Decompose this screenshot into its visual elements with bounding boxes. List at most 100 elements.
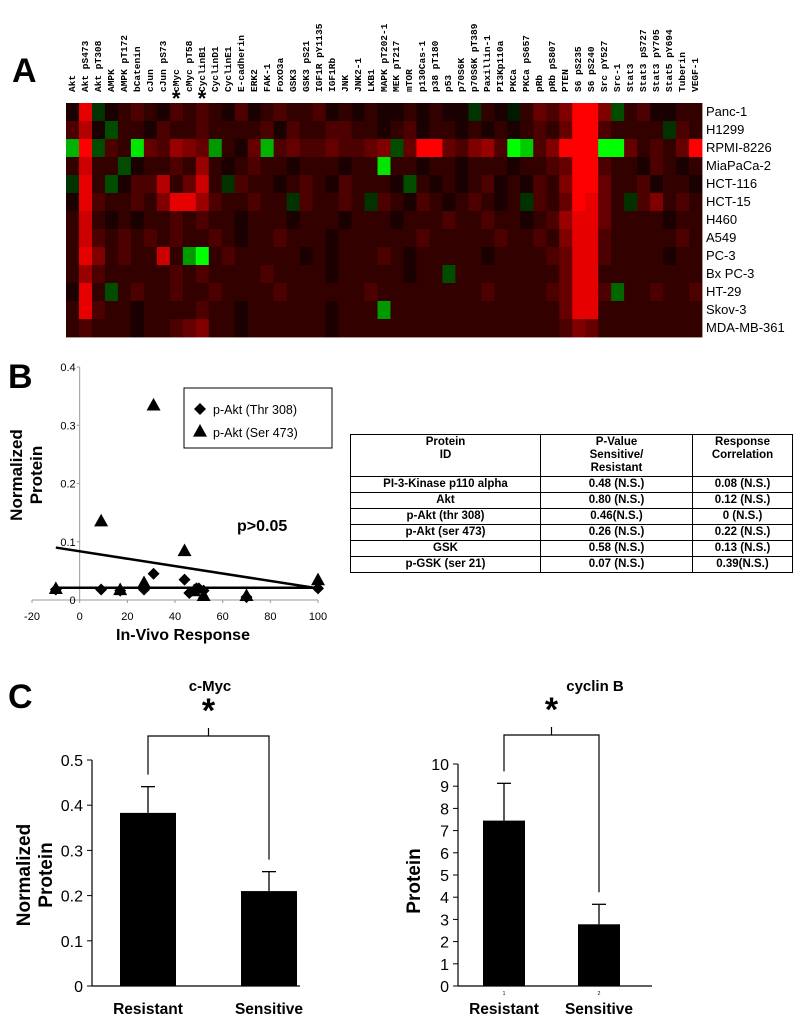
- heatmap-cell: [182, 301, 197, 320]
- heatmap-cell: [195, 103, 210, 122]
- heatmap-cell: [312, 247, 326, 266]
- cyclinb-bar-chart: cyclin B 0 1 2 3 4 5 6 7 8 9 10 NormalizedProtein Res…: [400, 678, 652, 1018]
- heatmap-cell: [572, 175, 586, 194]
- table-cell: 0.26 (N.S.): [540, 524, 693, 541]
- heatmap-cell: [312, 229, 326, 248]
- heatmap-cell: [611, 139, 625, 158]
- heatmap-cell: [182, 283, 197, 302]
- heatmap-cell: [429, 229, 443, 248]
- bar-sensitive: [578, 924, 620, 986]
- x-tick-label: -20: [24, 611, 40, 623]
- heatmap-cell: [338, 229, 352, 248]
- table-row: GSK 0.58 (N.S.) 0.13 (N.S.): [350, 540, 793, 557]
- heatmap-cell: [637, 193, 651, 212]
- heatmap-cell: [416, 175, 430, 194]
- category-label: Resistant: [469, 1001, 539, 1018]
- heatmap-cell: [286, 211, 301, 230]
- heatmap-cell: [66, 319, 80, 338]
- heatmap-cell: [377, 301, 391, 320]
- heatmap-cell: [403, 283, 417, 302]
- heatmap-cell: [338, 283, 352, 302]
- heatmap-cell: [325, 157, 339, 176]
- heatmap-cell: [221, 247, 236, 266]
- heatmap-cell: [637, 301, 651, 320]
- y-tick-label: 0: [74, 979, 83, 996]
- heatmap-cell: [533, 139, 547, 158]
- heatmap-cell: [390, 193, 404, 212]
- heatmap-cell: [481, 265, 495, 284]
- heatmap-cell: [650, 301, 664, 320]
- heatmap-cell: [156, 211, 171, 230]
- heatmap-cell: [494, 193, 508, 212]
- heatmap-cell: [143, 247, 158, 266]
- scatter-chart: 0 0.1 0.2 0.3 0.4 -20 0 20 40 60 80 100 In-Vivo Resp…: [7, 362, 333, 644]
- heatmap-cell: [130, 103, 145, 122]
- heatmap-cell: [195, 229, 210, 248]
- heatmap-cell: [78, 247, 93, 266]
- heatmap-cell: [312, 103, 326, 122]
- y-tick-label: 0.2: [61, 889, 83, 906]
- heatmap-cell: [104, 175, 119, 194]
- heatmap-row-label: MiaPaCa-2: [706, 158, 772, 173]
- heatmap-cell: [507, 265, 521, 284]
- heatmap-cell: [273, 319, 288, 338]
- heatmap-cell: [234, 103, 249, 122]
- y-tick-label: 3: [440, 912, 449, 929]
- heatmap-cell: [260, 211, 275, 230]
- heatmap-cell: [195, 247, 210, 266]
- heatmap-cell: [611, 283, 625, 302]
- heatmap-cell: [585, 265, 599, 284]
- heatmap-cell: [286, 121, 301, 140]
- heatmap-cell: [546, 157, 560, 176]
- heatmap-cell: [104, 301, 119, 320]
- heatmap-cell: [507, 121, 521, 140]
- heatmap-cell: [299, 139, 314, 158]
- heatmap-cell: [208, 265, 223, 284]
- heatmap-cell: [156, 175, 171, 194]
- heatmap-cell: [507, 139, 521, 158]
- heatmap-cell: [364, 139, 378, 158]
- heatmap-cell: [312, 139, 326, 158]
- heatmap-cell: [598, 283, 612, 302]
- heatmap-cell: [481, 247, 495, 266]
- heatmap-cell: [520, 283, 534, 302]
- heatmap-cell: [442, 103, 456, 122]
- significance-star: *: [171, 86, 181, 111]
- heatmap-cell: [663, 211, 677, 230]
- heatmap-cell: [468, 301, 482, 320]
- heatmap-cell: [208, 103, 223, 122]
- heatmap-cell: [364, 175, 378, 194]
- heatmap-cell: [351, 157, 365, 176]
- heatmap-cell: [689, 175, 703, 194]
- heatmap-cell: [637, 139, 651, 158]
- heatmap-cell: [494, 175, 508, 194]
- heatmap-cell: [104, 157, 119, 176]
- heatmap-cell: [416, 301, 430, 320]
- heatmap-cell: [78, 121, 93, 140]
- heatmap-cell: [572, 283, 586, 302]
- heatmap-cell: [195, 301, 210, 320]
- heatmap-cell: [494, 265, 508, 284]
- heatmap-cell: [156, 265, 171, 284]
- header-text: Correlation: [711, 449, 774, 461]
- heatmap-cell: [416, 319, 430, 338]
- heatmap-cell: [182, 265, 197, 284]
- heatmap-cell: [377, 319, 391, 338]
- heatmap-cell: [455, 139, 469, 158]
- heatmap-cell: [208, 121, 223, 140]
- heatmap-cell: [299, 265, 314, 284]
- header-text: Sensitive/: [589, 449, 644, 461]
- heatmap-cell: [91, 121, 106, 140]
- table-row: Akt 0.80 (N.S.) 0.12 (N.S.): [350, 492, 793, 509]
- heatmap-cell: [377, 229, 391, 248]
- heatmap-cell: [377, 139, 391, 158]
- heatmap-cell: [169, 175, 184, 194]
- heatmap-cell: [286, 193, 301, 212]
- data-point-thr308: [147, 567, 160, 580]
- heatmap-cell: [533, 103, 547, 122]
- heatmap-cell: [104, 121, 119, 140]
- heatmap-cell: [455, 103, 469, 122]
- table-cell: GSK: [350, 540, 541, 557]
- heatmap-cell: [494, 247, 508, 266]
- heatmap-cell: [312, 283, 326, 302]
